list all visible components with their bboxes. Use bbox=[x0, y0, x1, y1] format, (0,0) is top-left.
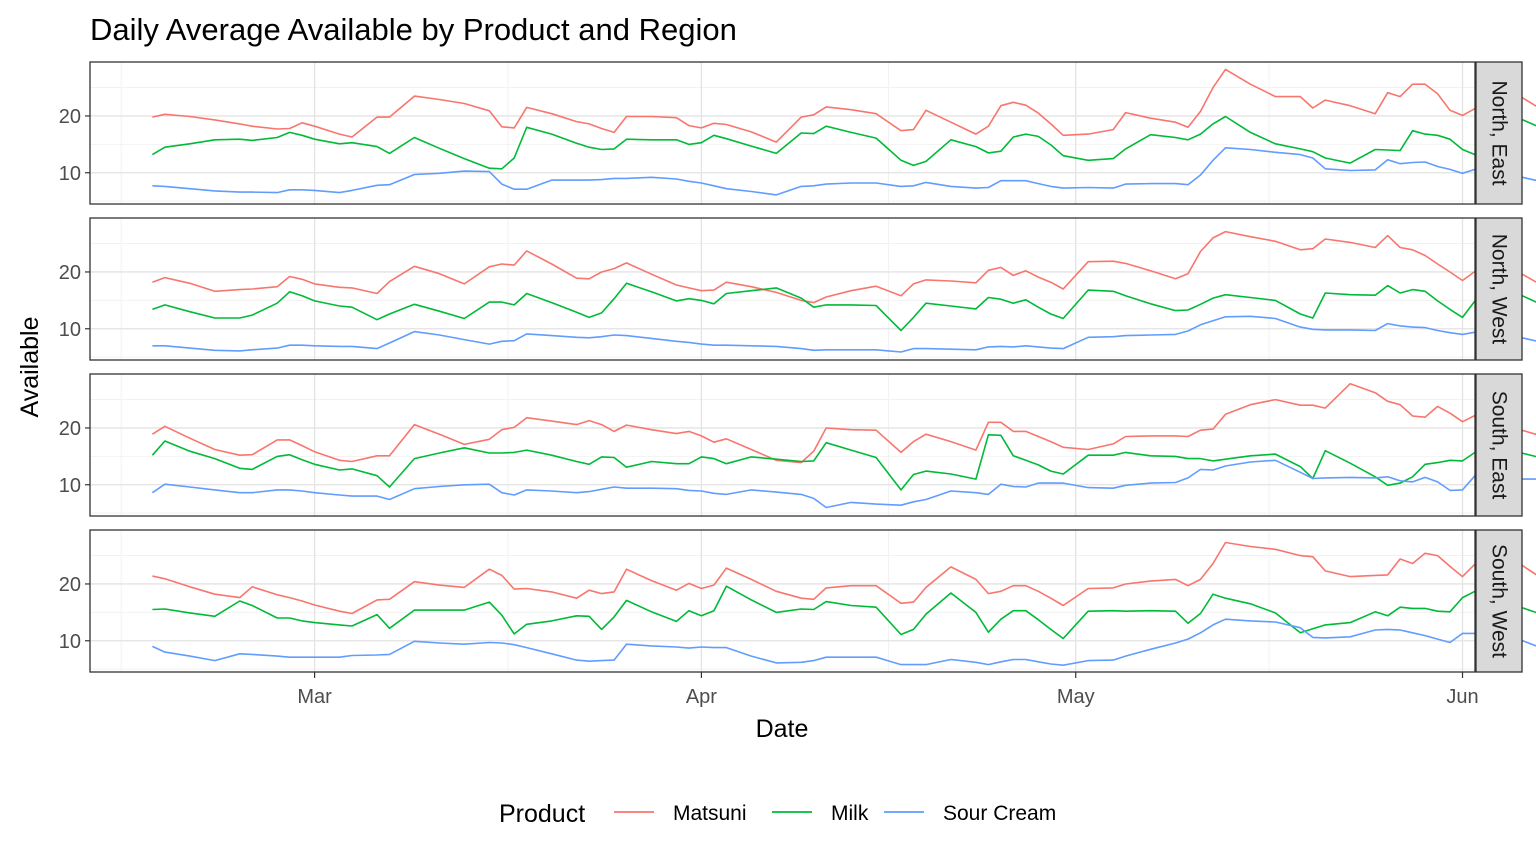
series-line-sour-cream-south-west bbox=[152, 618, 1536, 666]
panel-background bbox=[90, 374, 1475, 516]
series-line-milk-south-west bbox=[152, 585, 1536, 640]
panel-border bbox=[89, 61, 1476, 205]
panel-background bbox=[90, 218, 1475, 360]
series-line-sour-cream-south-east bbox=[151, 459, 1536, 509]
facet-panels: 10 20 North, East 10 20 North, West 10 20 South,… bbox=[59, 61, 1536, 673]
x-tick-label: Jun bbox=[1446, 686, 1478, 708]
facet-strip bbox=[1475, 529, 1523, 673]
y-tick-label: 10 bbox=[59, 475, 81, 497]
facet-strip bbox=[1475, 217, 1523, 361]
y-tick-label: 20 bbox=[59, 418, 81, 440]
y-tick-label: 20 bbox=[59, 574, 81, 596]
series-line-milk-south-east bbox=[151, 434, 1536, 491]
series-line-matsuni-north-east bbox=[152, 68, 1536, 143]
panel-background bbox=[90, 530, 1475, 672]
legend-title: Product bbox=[499, 800, 585, 828]
facet-strip-label: North, West bbox=[1488, 234, 1511, 345]
legend-item-milk: Milk bbox=[772, 802, 869, 825]
y-tick-label: 10 bbox=[59, 319, 81, 341]
y-tick-label: 20 bbox=[59, 106, 81, 128]
y-axis-title: Available bbox=[16, 316, 44, 417]
facet-panel-north-west: 10 20 North, West bbox=[59, 217, 1536, 361]
x-axis: Mar Apr May Jun bbox=[297, 672, 1479, 708]
series-line-sour-cream-north-west bbox=[152, 315, 1536, 353]
series-line-sour-cream-north-east bbox=[152, 147, 1536, 196]
x-tick-label: Mar bbox=[297, 686, 332, 708]
x-axis-title: Date bbox=[756, 715, 809, 743]
panel-border bbox=[89, 373, 1476, 517]
chart-title: Daily Average Available by Product and R… bbox=[90, 12, 737, 47]
y-tick-label: 10 bbox=[59, 163, 81, 185]
legend-label-sour-cream: Sour Cream bbox=[943, 802, 1056, 825]
facet-strip bbox=[1475, 373, 1523, 517]
panel-border bbox=[89, 529, 1476, 673]
legend: Product Matsuni Milk Sour Cream bbox=[499, 800, 1056, 828]
facet-panel-south-west: 10 20 South, West bbox=[59, 529, 1536, 673]
series-line-milk-north-west bbox=[152, 282, 1536, 332]
facet-panel-south-east: 10 20 South, East bbox=[59, 373, 1536, 517]
panel-border bbox=[89, 217, 1476, 361]
series-line-matsuni-south-east bbox=[151, 382, 1536, 464]
facet-strip-label: North, East bbox=[1488, 80, 1511, 185]
y-tick-label: 20 bbox=[59, 262, 81, 284]
facet-panel-north-east: 10 20 North, East bbox=[59, 61, 1536, 205]
legend-item-matsuni: Matsuni bbox=[614, 802, 747, 825]
legend-label-milk: Milk bbox=[831, 802, 869, 825]
facet-strip bbox=[1475, 61, 1523, 205]
panel-background bbox=[90, 62, 1475, 204]
legend-item-sour-cream: Sour Cream bbox=[884, 802, 1056, 825]
legend-label-matsuni: Matsuni bbox=[673, 802, 747, 825]
x-tick-label: May bbox=[1057, 686, 1095, 708]
y-tick-label: 10 bbox=[59, 631, 81, 653]
facet-strip-label: South, West bbox=[1488, 544, 1511, 658]
series-line-matsuni-north-west bbox=[152, 230, 1536, 304]
series-line-matsuni-south-west bbox=[152, 541, 1536, 615]
facet-strip-label: South, East bbox=[1488, 391, 1511, 500]
series-line-milk-north-east bbox=[151, 114, 1536, 170]
x-tick-label: Apr bbox=[686, 686, 717, 708]
